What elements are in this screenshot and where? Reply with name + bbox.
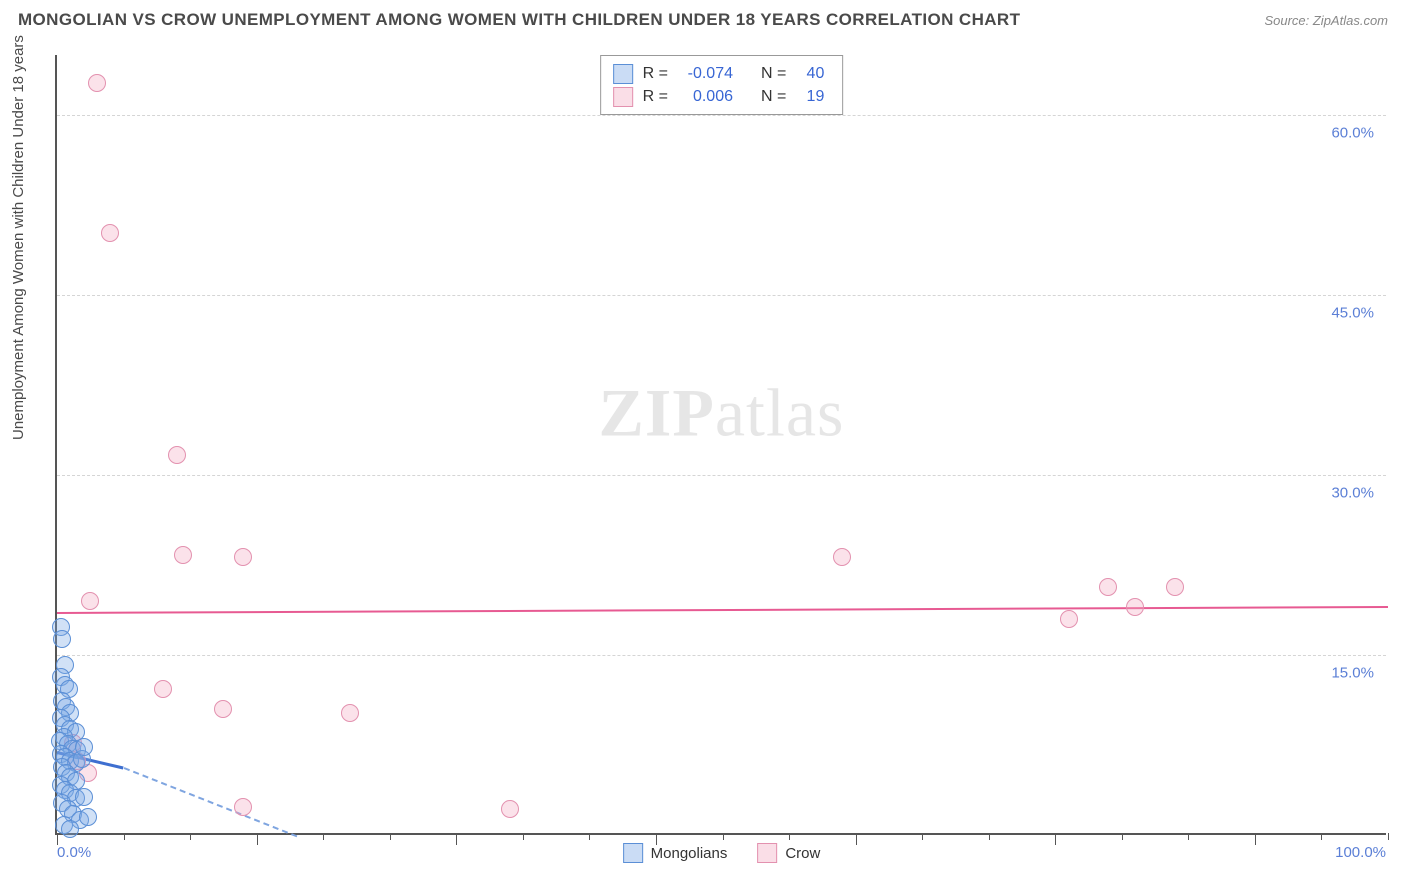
x-tick-label: 0.0% (57, 844, 91, 861)
n-value-pink: 19 (796, 85, 824, 108)
legend-label: Mongolians (651, 845, 728, 862)
data-point (79, 808, 97, 826)
n-value-blue: 40 (796, 62, 824, 85)
x-tick (723, 833, 724, 840)
x-tick (390, 833, 391, 840)
header-bar: MONGOLIAN VS CROW UNEMPLOYMENT AMONG WOM… (0, 0, 1406, 38)
swatch-pink-icon (613, 87, 633, 107)
x-tick (1388, 833, 1389, 840)
x-tick (257, 833, 258, 845)
n-label: N = (761, 62, 786, 85)
n-label: N = (761, 85, 786, 108)
data-point (168, 446, 186, 464)
stat-row-blue: R = -0.074 N = 40 (613, 62, 825, 85)
plot-region: ZIPatlas R = -0.074 N = 40 R = 0.006 N =… (55, 55, 1386, 835)
data-point (1099, 578, 1117, 596)
x-tick (1188, 833, 1189, 840)
legend: Mongolians Crow (623, 843, 821, 863)
stat-row-pink: R = 0.006 N = 19 (613, 85, 825, 108)
x-tick (1321, 833, 1322, 840)
y-tick-label: 45.0% (1331, 305, 1374, 322)
data-point (75, 738, 93, 756)
r-label: R = (643, 85, 668, 108)
data-point (501, 800, 519, 818)
chart-area: ZIPatlas R = -0.074 N = 40 R = 0.006 N =… (55, 55, 1386, 835)
watermark-bold: ZIP (599, 374, 715, 450)
x-tick (856, 833, 857, 845)
trend-line (123, 767, 297, 837)
x-tick (1122, 833, 1123, 840)
data-point (75, 788, 93, 806)
data-point (214, 700, 232, 718)
x-tick (989, 833, 990, 840)
source-attribution: Source: ZipAtlas.com (1264, 13, 1388, 28)
y-tick-label: 15.0% (1331, 665, 1374, 682)
correlation-stats-box: R = -0.074 N = 40 R = 0.006 N = 19 (600, 55, 844, 115)
gridline (57, 655, 1386, 656)
r-value-blue: -0.074 (678, 62, 733, 85)
x-tick (323, 833, 324, 840)
x-tick (922, 833, 923, 840)
y-axis-label: Unemployment Among Women with Children U… (10, 35, 27, 440)
data-point (1126, 598, 1144, 616)
swatch-blue-icon (613, 64, 633, 84)
x-tick (456, 833, 457, 845)
data-point (81, 592, 99, 610)
data-point (61, 820, 79, 838)
data-point (174, 546, 192, 564)
data-point (154, 680, 172, 698)
swatch-blue-icon (623, 843, 643, 863)
data-point (833, 548, 851, 566)
x-tick (124, 833, 125, 840)
y-tick-label: 60.0% (1331, 125, 1374, 142)
gridline (57, 115, 1386, 116)
x-tick (656, 833, 657, 845)
x-tick (589, 833, 590, 840)
x-tick (1055, 833, 1056, 845)
x-tick-label: 100.0% (1335, 844, 1386, 861)
x-tick (789, 833, 790, 840)
data-point (1166, 578, 1184, 596)
x-tick (1255, 833, 1256, 845)
watermark-rest: atlas (715, 374, 845, 450)
data-point (53, 630, 71, 648)
legend-item-crow: Crow (757, 843, 820, 863)
swatch-pink-icon (757, 843, 777, 863)
y-tick-label: 30.0% (1331, 485, 1374, 502)
data-point (101, 224, 119, 242)
x-tick (523, 833, 524, 840)
trend-line (57, 606, 1388, 614)
watermark: ZIPatlas (599, 373, 845, 452)
gridline (57, 295, 1386, 296)
r-value-pink: 0.006 (678, 85, 733, 108)
data-point (341, 704, 359, 722)
r-label: R = (643, 62, 668, 85)
data-point (88, 74, 106, 92)
legend-item-mongolians: Mongolians (623, 843, 728, 863)
legend-label: Crow (785, 845, 820, 862)
data-point (234, 548, 252, 566)
chart-title: MONGOLIAN VS CROW UNEMPLOYMENT AMONG WOM… (18, 10, 1020, 30)
data-point (1060, 610, 1078, 628)
gridline (57, 475, 1386, 476)
data-point (234, 798, 252, 816)
x-tick (190, 833, 191, 840)
